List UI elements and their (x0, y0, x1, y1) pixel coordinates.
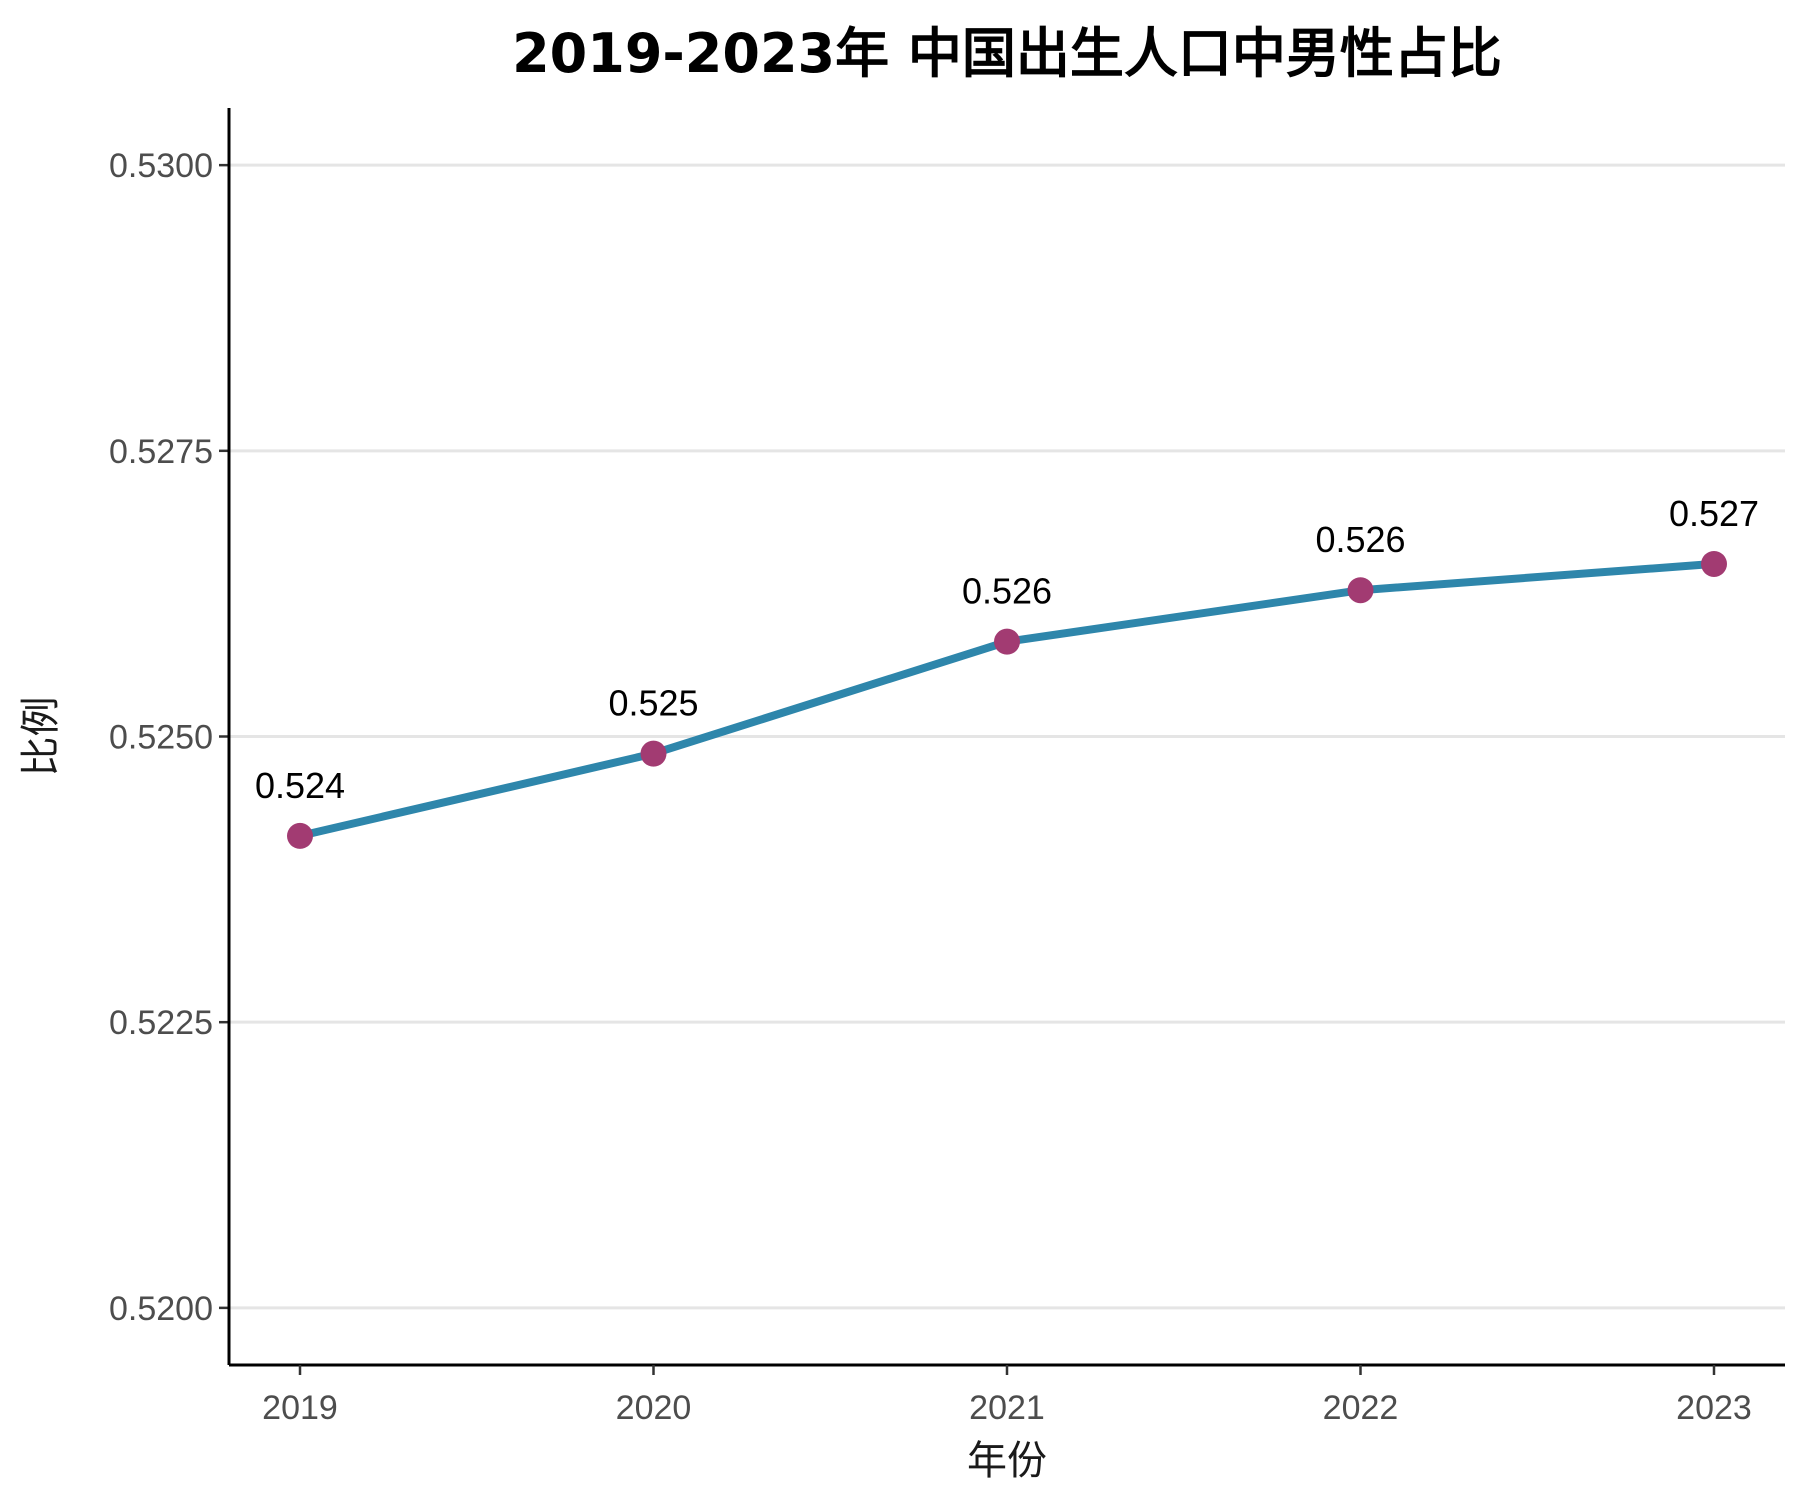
data-label: 0.527 (1669, 493, 1759, 534)
y-tick-label: 0.5225 (109, 1004, 213, 1042)
data-point (1347, 577, 1374, 604)
x-tick-label: 2023 (1676, 1389, 1752, 1427)
data-label: 0.524 (255, 765, 345, 806)
data-point (640, 740, 667, 767)
axes: 0.5200 0.5225 0.5250 0.5275 0.5300 2019 2020 20… (109, 108, 1785, 1427)
y-tick-label: 0.5200 (109, 1290, 213, 1328)
y-axis-title: 比例 (18, 697, 64, 777)
data-label: 0.525 (608, 683, 698, 724)
x-tick-label: 2019 (262, 1389, 338, 1427)
data-label: 0.526 (1315, 519, 1405, 560)
series-layer (287, 550, 1727, 849)
gridlines (229, 163, 1785, 1310)
chart-title: 2019-2023年 中国出生人口中男性占比 (512, 22, 1502, 85)
x-tick-label: 2021 (969, 1389, 1045, 1427)
x-axis-title: 年份 (967, 1438, 1047, 1484)
data-point (994, 628, 1020, 655)
data-labels: 0.524 0.525 0.526 0.526 0.527 (255, 493, 1759, 806)
x-tick-label: 2020 (616, 1389, 692, 1427)
y-tick-label: 0.5300 (109, 147, 213, 185)
y-tick-label: 0.5275 (109, 433, 213, 471)
x-tick-label: 2022 (1323, 1389, 1399, 1427)
data-label: 0.526 (962, 571, 1052, 612)
data-point (1701, 550, 1727, 577)
y-tick-label: 0.5250 (109, 719, 213, 757)
data-point (287, 822, 313, 849)
